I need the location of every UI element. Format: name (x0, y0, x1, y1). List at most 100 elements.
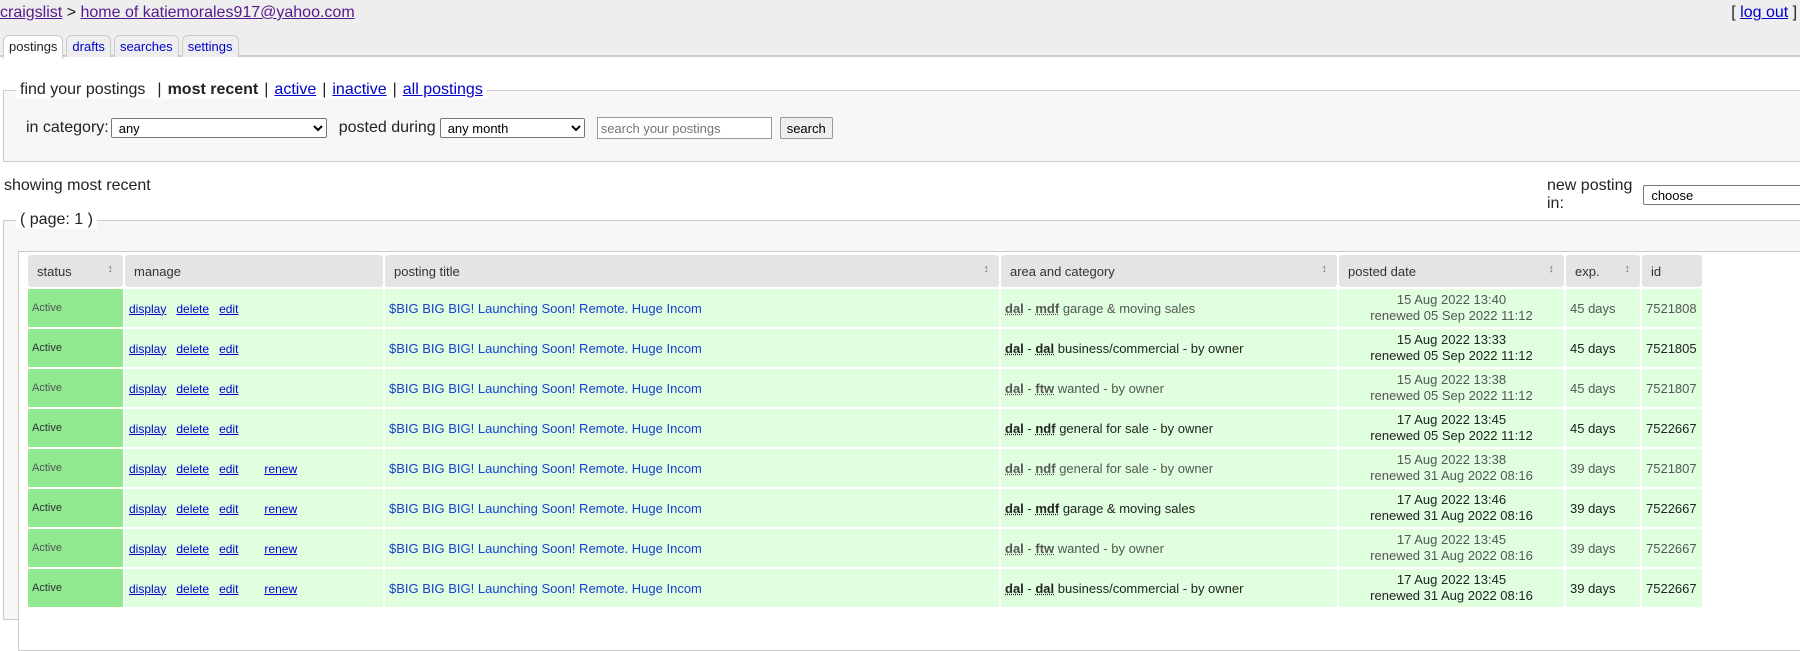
sort-icon[interactable]: ↕ (1548, 263, 1555, 275)
exp-cell: 45 days (1566, 409, 1640, 447)
posting-title-link[interactable]: $BIG BIG BIG! Launching Soon! Remote. Hu… (389, 540, 702, 556)
title-cell: $BIG BIG BIG! Launching Soon! Remote. Hu… (385, 289, 999, 327)
tab-drafts[interactable]: drafts (66, 35, 111, 57)
home-link[interactable]: home of katiemorales917@yahoo.com (80, 4, 355, 21)
manage-cell: display delete edit (125, 369, 383, 407)
find-postings-legend: find your postings | most recent | active | in… (16, 81, 487, 99)
display-link[interactable]: display (129, 581, 167, 596)
craigslist-link[interactable]: craigslist (0, 4, 63, 21)
display-link[interactable]: display (129, 461, 167, 476)
exp-cell: 39 days (1566, 569, 1640, 607)
column-label: posting title (394, 263, 460, 279)
delete-link[interactable]: delete (176, 581, 210, 596)
sort-icon[interactable]: ↕ (983, 263, 990, 275)
posted-date: 15 Aug 2022 13:38 (1396, 452, 1507, 467)
display-link[interactable]: display (129, 421, 167, 436)
sort-icon[interactable]: ↕ (1321, 263, 1328, 275)
posting-title-link[interactable]: $BIG BIG BIG! Launching Soon! Remote. Hu… (389, 340, 702, 356)
posting-title-link[interactable]: $BIG BIG BIG! Launching Soon! Remote. Hu… (389, 460, 702, 476)
logout-link[interactable]: log out (1740, 4, 1789, 21)
column-header-posting-title[interactable]: posting title ↕ (385, 255, 999, 287)
column-header-status[interactable]: status ↕ (28, 255, 123, 287)
delete-link[interactable]: delete (176, 541, 210, 556)
edit-link[interactable]: edit (219, 341, 239, 356)
delete-link[interactable]: delete (176, 301, 210, 316)
new-posting: new posting in: choose (1547, 177, 1800, 213)
posting-title-link[interactable]: $BIG BIG BIG! Launching Soon! Remote. Hu… (389, 500, 702, 516)
edit-link[interactable]: edit (219, 301, 239, 316)
new-posting-select[interactable]: choose (1643, 185, 1800, 205)
delete-link[interactable]: delete (176, 421, 210, 436)
edit-link[interactable]: edit (219, 421, 239, 436)
tabs: postings drafts searches settings (3, 35, 239, 59)
id-cell: 7522667 (1642, 569, 1702, 607)
filter-all-postings[interactable]: all postings (402, 81, 483, 98)
filter-inactive[interactable]: inactive (332, 81, 387, 98)
category-select[interactable]: any (110, 118, 327, 138)
display-link[interactable]: display (129, 301, 167, 316)
area-cell: dal - dal business/commercial - by owner (1001, 329, 1337, 367)
postings-table-wrap: status ↕ manage posting title ↕ area and cate… (18, 251, 1800, 651)
tab-searches[interactable]: searches (113, 35, 179, 57)
breadcrumb-separator: > (66, 4, 77, 21)
display-link[interactable]: display (129, 501, 167, 516)
posted-date-cell: 15 Aug 2022 13:40 renewed 05 Sep 2022 11:… (1339, 289, 1564, 327)
posting-title-link[interactable]: $BIG BIG BIG! Launching Soon! Remote. Hu… (389, 300, 702, 316)
renew-link[interactable]: renew (264, 461, 298, 476)
delete-link[interactable]: delete (176, 381, 210, 396)
edit-link[interactable]: edit (219, 541, 239, 556)
area-abbr: dal (1005, 420, 1024, 436)
status-cell: Active (28, 409, 123, 447)
search-input[interactable] (596, 117, 772, 139)
subarea-abbr: ftw (1035, 540, 1055, 556)
posting-title-link[interactable]: $BIG BIG BIG! Launching Soon! Remote. Hu… (389, 420, 702, 436)
table-row: Active display delete edit $BIG BIG BIG! L… (28, 289, 1702, 327)
column-header-area-and-category[interactable]: area and category ↕ (1001, 255, 1337, 287)
id-cell: 7521808 (1642, 289, 1702, 327)
column-label: id (1651, 263, 1662, 279)
title-cell: $BIG BIG BIG! Launching Soon! Remote. Hu… (385, 529, 999, 567)
renew-link[interactable]: renew (264, 541, 298, 556)
tab-settings[interactable]: settings (181, 35, 239, 57)
renew-link[interactable]: renew (264, 581, 298, 596)
id-cell: 7521807 (1642, 449, 1702, 487)
category-text: general for sale - by owner (1059, 460, 1214, 476)
renewed-date: renewed 05 Sep 2022 11:12 (1370, 308, 1533, 323)
area-cell: dal - ftw wanted - by owner (1001, 529, 1337, 567)
tab-postings[interactable]: postings (3, 35, 64, 59)
posted-during-label: posted during (338, 119, 436, 136)
column-header-exp[interactable]: exp. ↕ (1566, 255, 1640, 287)
area-cell: dal - dal business/commercial - by owner (1001, 569, 1337, 607)
search-button[interactable]: search (779, 117, 833, 139)
sort-icon[interactable]: ↕ (1624, 263, 1631, 275)
edit-link[interactable]: edit (219, 381, 239, 396)
posting-title-link[interactable]: $BIG BIG BIG! Launching Soon! Remote. Hu… (389, 380, 702, 396)
display-link[interactable]: display (129, 541, 167, 556)
id-cell: 7521805 (1642, 329, 1702, 367)
posted-date-cell: 15 Aug 2022 13:38 renewed 05 Sep 2022 11:… (1339, 369, 1564, 407)
status-cell: Active (28, 369, 123, 407)
table-row: Active display delete edit renew $BIG BIG B… (28, 569, 1702, 607)
posting-title-link[interactable]: $BIG BIG BIG! Launching Soon! Remote. Hu… (389, 580, 702, 596)
display-link[interactable]: display (129, 341, 167, 356)
filter-most-recent: most recent (167, 81, 259, 98)
subarea-abbr: ndf (1035, 420, 1056, 436)
edit-link[interactable]: edit (219, 501, 239, 516)
edit-link[interactable]: edit (219, 461, 239, 476)
delete-link[interactable]: delete (176, 461, 210, 476)
renewed-date: renewed 31 Aug 2022 08:16 (1370, 548, 1533, 563)
edit-link[interactable]: edit (219, 581, 239, 596)
logout-area: [ log out ] [ (1731, 4, 1800, 22)
sort-icon[interactable]: ↕ (107, 263, 114, 275)
filter-active[interactable]: active (274, 81, 317, 98)
column-header-posted-date[interactable]: posted date ↕ (1339, 255, 1564, 287)
renew-link[interactable]: renew (264, 501, 298, 516)
manage-cell: display delete edit (125, 329, 383, 367)
area-abbr: dal (1005, 340, 1024, 356)
posted-during-select[interactable]: any month (439, 118, 585, 138)
delete-link[interactable]: delete (176, 341, 210, 356)
manage-cell: display delete edit renew (125, 449, 383, 487)
delete-link[interactable]: delete (176, 501, 210, 516)
display-link[interactable]: display (129, 381, 167, 396)
id-cell: 7521807 (1642, 369, 1702, 407)
